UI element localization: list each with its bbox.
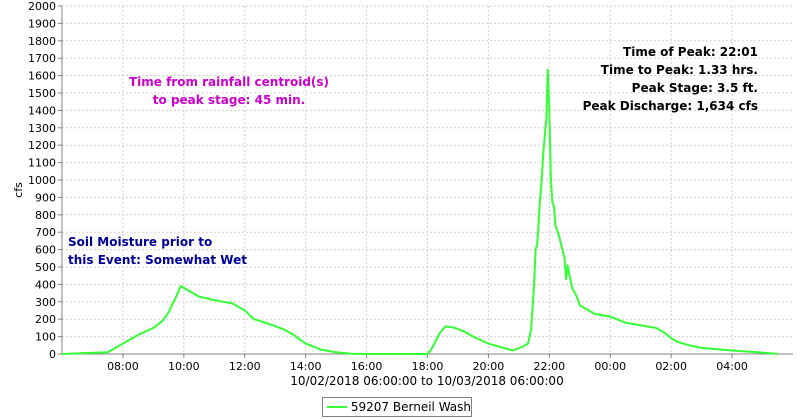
- y-tick-label: 1400: [28, 104, 56, 117]
- y-tick-label: 600: [35, 244, 56, 257]
- x-tick-label: 20:00: [473, 360, 505, 373]
- y-axis-label: cfs: [12, 182, 25, 198]
- legend-swatch: [327, 406, 347, 408]
- x-tick-labels: 08:00 10:00 12:00 14:00 16:00 18:00 20:00 22:00…: [107, 354, 748, 373]
- x-tick-label: 16:00: [351, 360, 383, 373]
- annotation-centroid-line2: to peak stage: 45 min.: [153, 93, 305, 107]
- y-tick-label: 900: [35, 191, 56, 204]
- y-tick-label: 1200: [28, 139, 56, 152]
- y-tick-label: 400: [35, 278, 56, 291]
- annotation-centroid-line1: Time from rainfall centroid(s): [129, 75, 329, 89]
- y-tick-labels: 0 100 200 300 400 500 600 700 800 900 1000 1100 1200…: [28, 0, 62, 361]
- y-tick-label: 1700: [28, 52, 56, 65]
- x-tick-label: 00:00: [594, 360, 626, 373]
- y-tick-label: 1800: [28, 35, 56, 48]
- grid-lines: [62, 5, 793, 355]
- y-tick-label: 200: [35, 313, 56, 326]
- annotation-time-to-peak: Time to Peak: 1.33 hrs.: [601, 63, 758, 77]
- x-tick-label: 12:00: [229, 360, 261, 373]
- legend: 59207 Berneil Wash: [322, 397, 472, 417]
- y-tick-label: 1300: [28, 122, 56, 135]
- y-tick-label: 2000: [28, 0, 56, 13]
- y-tick-label: 700: [35, 226, 56, 239]
- y-tick-label: 0: [49, 348, 56, 361]
- y-tick-label: 100: [35, 331, 56, 344]
- annotation-peak-time: Time of Peak: 22:01: [623, 45, 758, 59]
- x-tick-label: 10:00: [168, 360, 200, 373]
- legend-label: 59207 Berneil Wash: [350, 400, 471, 414]
- x-tick-label: 02:00: [655, 360, 687, 373]
- x-tick-label: 22:00: [533, 360, 565, 373]
- y-tick-label: 1600: [28, 70, 56, 83]
- annotation-soil-line2: this Event: Somewhat Wet: [68, 253, 247, 267]
- y-tick-label: 300: [35, 296, 56, 309]
- annotation-peak-stage: Peak Stage: 3.5 ft.: [632, 81, 758, 95]
- y-tick-label: 1100: [28, 157, 56, 170]
- y-tick-label: 1500: [28, 87, 56, 100]
- y-tick-label: 1900: [28, 17, 56, 30]
- x-tick-label: 08:00: [107, 360, 139, 373]
- x-axis-label: 10/02/2018 06:00:00 to 10/03/2018 06:00:…: [290, 374, 563, 388]
- annotation-soil-line1: Soil Moisture prior to: [68, 235, 212, 249]
- y-tick-label: 1000: [28, 174, 56, 187]
- annotation-peak-discharge: Peak Discharge: 1,634 cfs: [583, 99, 758, 113]
- series-line: [61, 68, 778, 355]
- y-tick-label: 500: [35, 261, 56, 274]
- x-tick-label: 04:00: [716, 360, 748, 373]
- y-tick-label: 800: [35, 209, 56, 222]
- x-tick-label: 18:00: [412, 360, 444, 373]
- x-tick-label: 14:00: [290, 360, 322, 373]
- series-layer: [61, 68, 778, 355]
